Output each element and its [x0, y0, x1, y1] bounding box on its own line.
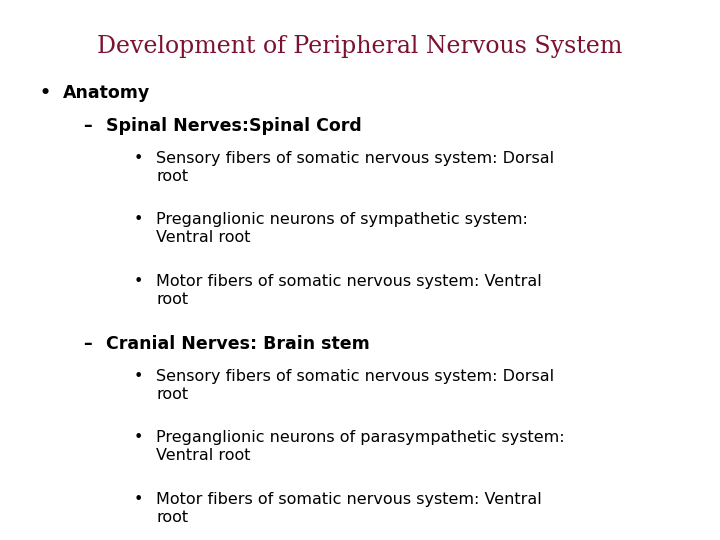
Text: •: • [133, 492, 143, 507]
Text: •: • [133, 212, 143, 227]
Text: Cranial Nerves: Brain stem: Cranial Nerves: Brain stem [106, 335, 369, 353]
Text: •: • [133, 274, 143, 289]
Text: Sensory fibers of somatic nervous system: Dorsal
root: Sensory fibers of somatic nervous system… [156, 151, 554, 184]
Text: Motor fibers of somatic nervous system: Ventral
root: Motor fibers of somatic nervous system: … [156, 274, 542, 307]
Text: –: – [83, 117, 91, 135]
Text: Motor fibers of somatic nervous system: Ventral
root: Motor fibers of somatic nervous system: … [156, 492, 542, 525]
Text: Preganglionic neurons of parasympathetic system:
Ventral root: Preganglionic neurons of parasympathetic… [156, 430, 565, 463]
Text: Development of Peripheral Nervous System: Development of Peripheral Nervous System [97, 35, 623, 58]
Text: –: – [83, 335, 91, 353]
Text: Spinal Nerves:Spinal Cord: Spinal Nerves:Spinal Cord [106, 117, 361, 135]
Text: Preganglionic neurons of sympathetic system:
Ventral root: Preganglionic neurons of sympathetic sys… [156, 212, 528, 245]
Text: Sensory fibers of somatic nervous system: Dorsal
root: Sensory fibers of somatic nervous system… [156, 369, 554, 402]
Text: •: • [133, 430, 143, 445]
Text: Anatomy: Anatomy [63, 84, 150, 102]
Text: •: • [133, 151, 143, 166]
Text: •: • [40, 84, 50, 102]
Text: •: • [133, 369, 143, 384]
